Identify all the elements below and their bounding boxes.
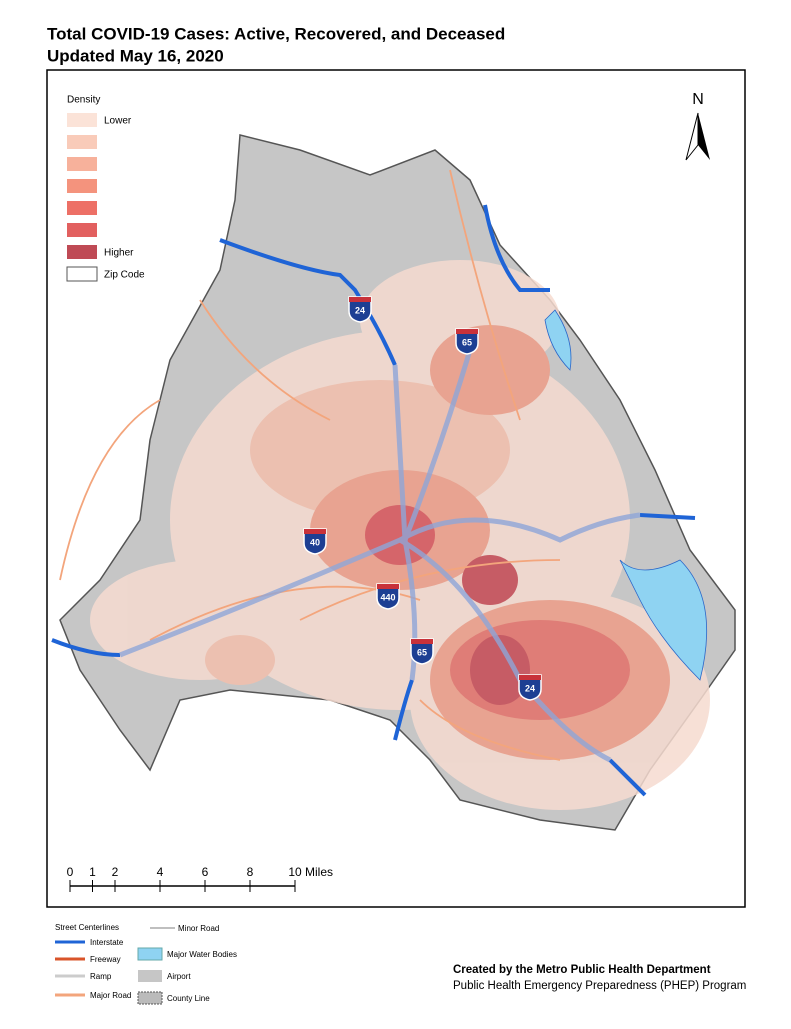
street-legend-item: Interstate (90, 938, 124, 947)
subtitle: Updated May 16, 2020 (47, 46, 224, 65)
highway-shield: 40 (303, 528, 327, 555)
street-legend-item: Major Road (90, 991, 131, 1000)
shield-body (455, 328, 479, 355)
highway-shield: 65 (410, 638, 434, 665)
legend-swatch (67, 201, 97, 215)
shield-top (377, 584, 399, 589)
major-roads (59, 169, 561, 761)
shield-body (303, 528, 327, 555)
scale-label: 10 (288, 865, 302, 879)
density-legend: Density Lower Higher Zip Code (66, 95, 145, 282)
shield-top (349, 297, 371, 302)
scale-label: 2 (112, 865, 119, 879)
map-area (51, 134, 736, 831)
street-legend-item: Major Water Bodies (167, 950, 237, 959)
shield-label: 65 (417, 647, 427, 657)
interstates (51, 204, 696, 797)
legend-swatch (67, 113, 97, 127)
credit-line: Public Health Emergency Preparedness (PH… (453, 980, 746, 992)
shield-label: 40 (310, 537, 320, 547)
street-legend-item: Minor Road (178, 924, 219, 933)
shield-top (519, 675, 541, 680)
scale-bar: 0 1 2 4 6 8 10 Miles (67, 865, 333, 892)
highway-shield: 24 (348, 296, 372, 323)
street-legend: Street Centerlines Interstate Freeway Ra… (55, 923, 237, 1005)
street-legend-item: Freeway (90, 955, 121, 964)
scale-label: 4 (157, 865, 164, 879)
shield-top (411, 639, 433, 644)
shield-body (518, 674, 542, 701)
north-arrow: N (685, 91, 710, 161)
shield-body (410, 638, 434, 665)
legend-title: Density (67, 95, 100, 106)
credit-line: Created by the Metro Public Health Depar… (453, 964, 711, 976)
scale-label: 1 (89, 865, 96, 879)
legend-swatch (67, 135, 97, 149)
street-legend-item: Ramp (90, 972, 112, 981)
shield-label: 440 (380, 592, 395, 602)
shield-body (348, 296, 372, 323)
legend-swatch (67, 157, 97, 171)
legend-swatch (67, 179, 97, 193)
highway-shield: 440 (376, 583, 400, 610)
shield-top (304, 529, 326, 534)
street-legend-item: County Line (167, 994, 210, 1003)
legend-swatch (67, 223, 97, 237)
title: Total COVID-19 Cases: Active, Recovered,… (47, 24, 505, 43)
scale-unit: Miles (305, 865, 333, 879)
water-bodies (544, 309, 708, 681)
highway-shield: 24 (518, 674, 542, 701)
legend-label: Lower (104, 116, 132, 127)
legend-label: Zip Code (104, 270, 145, 281)
highway-shield: 65 (455, 328, 479, 355)
shield-label: 24 (525, 683, 535, 693)
shield-label: 65 (462, 337, 472, 347)
legend-label: Higher (104, 248, 134, 259)
shield-label: 24 (355, 305, 365, 315)
shield-top (456, 329, 478, 334)
north-label: N (692, 91, 704, 108)
highway-shields: 24 65 40 440 65 24 (303, 296, 542, 701)
scale-label: 0 (67, 865, 74, 879)
shield-body (376, 583, 400, 610)
street-legend-item: Airport (167, 972, 191, 981)
legend-swatch (67, 245, 97, 259)
scale-label: 6 (202, 865, 209, 879)
street-legend-title: Street Centerlines (55, 923, 119, 932)
legend-swatch (66, 266, 98, 282)
scale-label: 8 (247, 865, 254, 879)
